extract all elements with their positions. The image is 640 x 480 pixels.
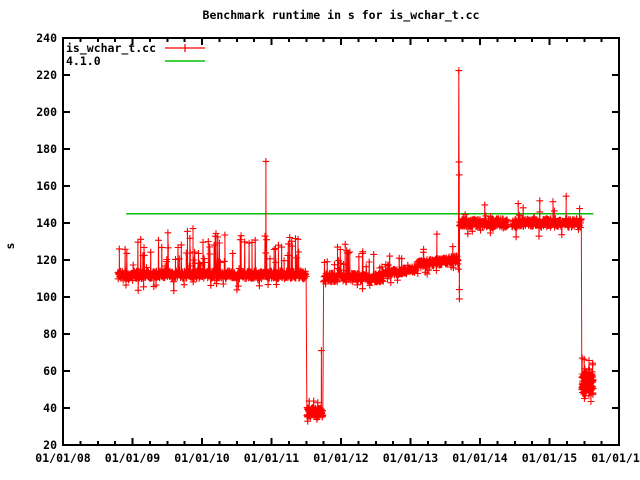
y-tick-label: 240: [36, 31, 57, 45]
y-tick-label: 80: [43, 327, 57, 341]
y-tick-label: 160: [36, 179, 57, 193]
y-tick-label: 20: [43, 438, 57, 452]
plus-marker-icon: [165, 44, 205, 52]
y-axis-ticks: [63, 37, 619, 446]
series-is-wchar-t-cc: [114, 67, 597, 425]
legend-item-4-1-0: 4.1.0: [66, 54, 101, 68]
chart-title: Benchmark runtime in s for is_wchar_t.cc: [202, 8, 480, 22]
x-tick-label: 01/01/12: [313, 451, 369, 465]
x-tick-label: 01/01/1: [591, 451, 640, 465]
y-tick-label: 140: [36, 216, 57, 230]
x-tick-label: 01/01/11: [243, 451, 300, 465]
x-tick-label: 01/01/09: [104, 451, 161, 465]
y-tick-label: 40: [43, 401, 57, 415]
x-tick-label: 01/01/15: [521, 451, 578, 465]
legend-sample-is-wchar-t-cc: [165, 44, 205, 52]
x-tick-label: 01/01/08: [35, 451, 91, 465]
y-tick-label: 180: [36, 142, 57, 156]
y-tick-label: 100: [36, 290, 57, 304]
legend-item-is-wchar-t-cc: is_wchar_t.cc: [66, 41, 157, 55]
y-tick-label: 220: [36, 68, 57, 82]
x-axis-ticks: [62, 38, 620, 445]
x-tick-label: 01/01/14: [452, 451, 508, 465]
y-tick-label: 120: [36, 253, 57, 267]
y-tick-label: 200: [36, 105, 57, 119]
x-tick-label: 01/01/13: [382, 451, 439, 465]
y-tick-label: 60: [43, 364, 57, 378]
plot-border: [62, 37, 620, 446]
x-tick-label: 01/01/10: [174, 451, 230, 465]
